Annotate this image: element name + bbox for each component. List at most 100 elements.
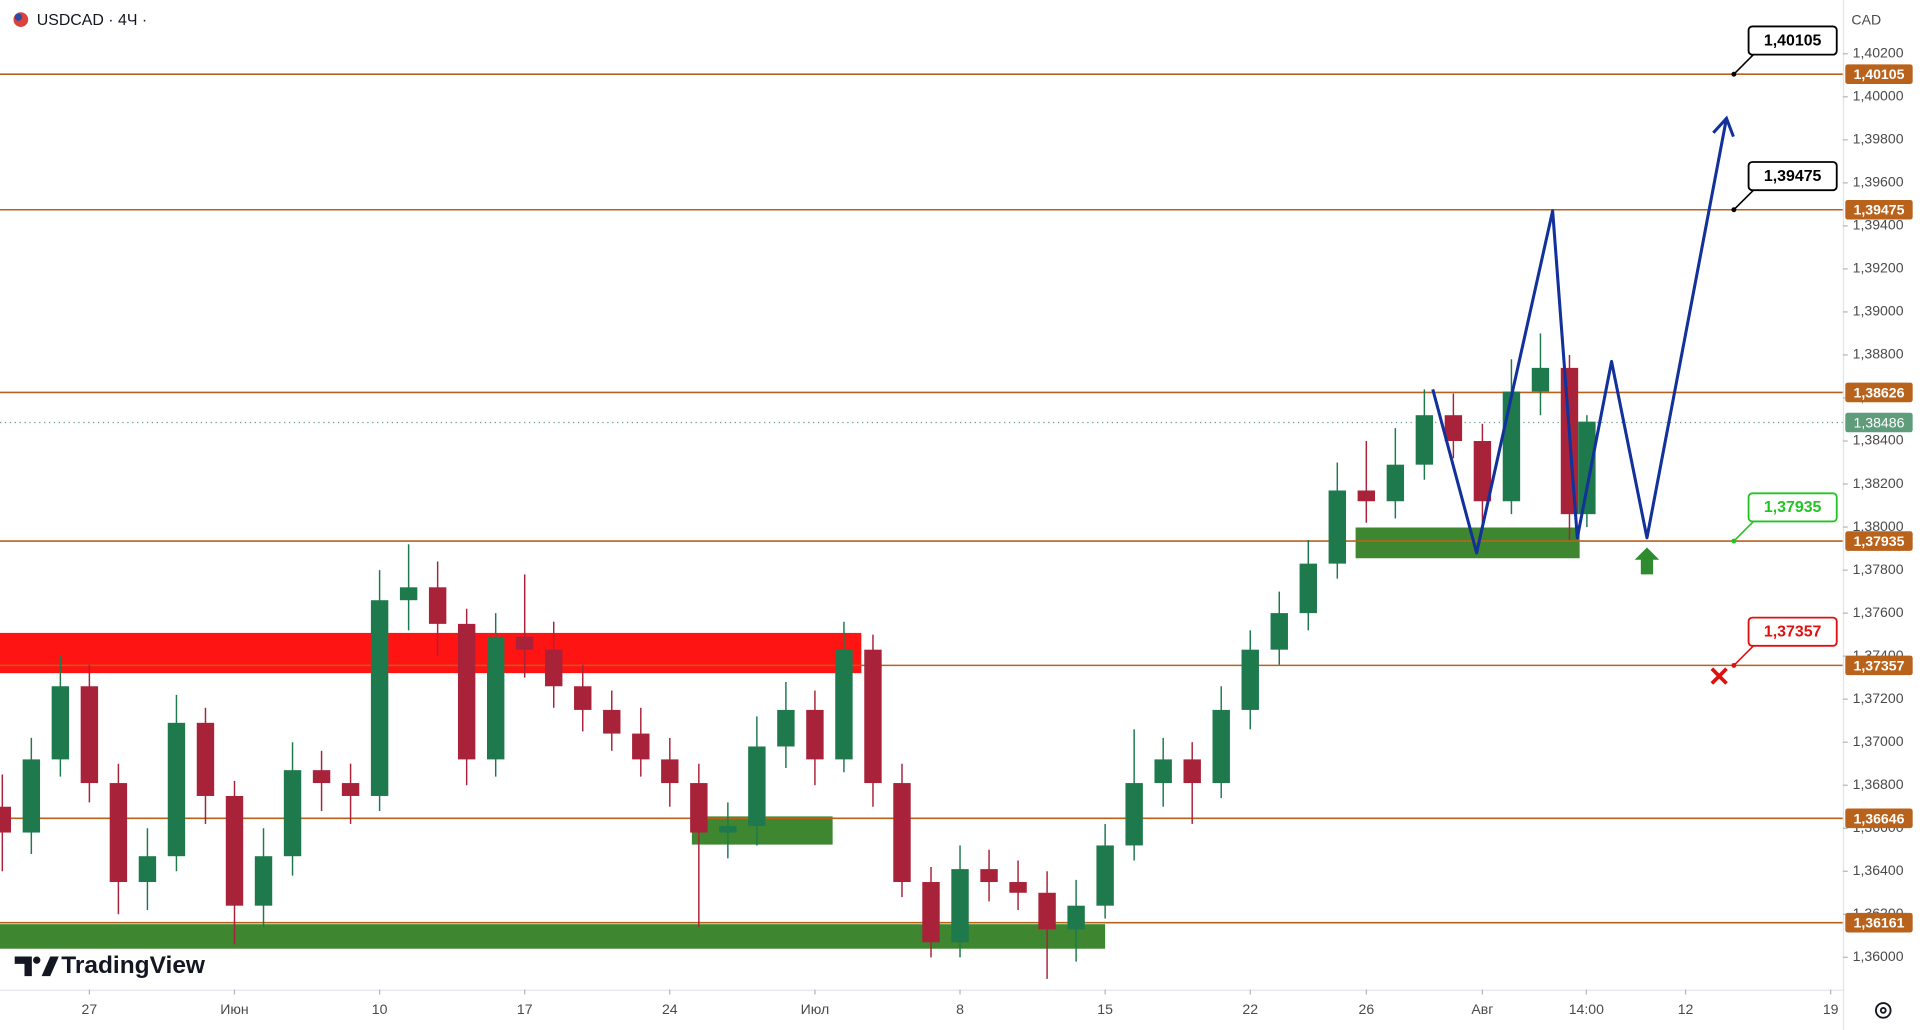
- y-tick-label: 1,37600: [1853, 604, 1904, 620]
- y-tick-label: 1,39400: [1853, 217, 1904, 233]
- x-tick-label: 14:00: [1569, 1001, 1604, 1017]
- candle-body: [777, 709, 795, 747]
- candle-body: [661, 759, 679, 784]
- x-tick-label: 17: [517, 1001, 533, 1017]
- x-tick-label: 22: [1242, 1001, 1258, 1017]
- callout-connector: [1733, 189, 1755, 211]
- candle-body: [806, 709, 824, 760]
- level-price-tag: [1845, 531, 1913, 551]
- callout-box: [1747, 492, 1838, 523]
- x-tick-label: 15: [1097, 1001, 1113, 1017]
- candle-body: [138, 856, 157, 883]
- currency-label[interactable]: CAD: [1851, 12, 1881, 28]
- candle-body: [1578, 421, 1596, 515]
- candle-body: [1096, 845, 1114, 906]
- y-tick-label: 1,36400: [1853, 862, 1904, 878]
- candle-body: [574, 686, 592, 710]
- level-price-tag: [1845, 808, 1913, 829]
- candle-body: [22, 759, 41, 833]
- level-price-label: 1,36161: [1854, 915, 1905, 931]
- callout-box: [1747, 616, 1838, 647]
- callout-box: [1747, 25, 1838, 56]
- axes: 1,360001,362001,364001,366001,368001,370…: [82, 44, 1913, 1017]
- level-price-tag: [1845, 912, 1913, 933]
- symbol-title[interactable]: USDCAD · 4Ч ·: [37, 12, 147, 29]
- candle-body: [1444, 415, 1463, 442]
- candle-body: [1067, 905, 1085, 930]
- callout-connector: [1733, 645, 1755, 666]
- watermark-text: TradingView: [61, 952, 206, 979]
- candle-body: [1531, 367, 1550, 392]
- candle-body: [1502, 391, 1521, 502]
- candle-body: [0, 806, 12, 833]
- callout-label: 1,37357: [1764, 624, 1822, 641]
- candle-body: [1357, 490, 1376, 502]
- y-tick-label: 1,39200: [1853, 260, 1904, 276]
- candle-body: [1241, 649, 1259, 710]
- candle-body: [254, 856, 273, 906]
- y-tick-label: 1,39000: [1853, 303, 1904, 319]
- y-tick-label: 1,38000: [1853, 518, 1904, 534]
- candle-body: [951, 869, 969, 943]
- candle-body: [370, 600, 389, 796]
- candle-body: [545, 649, 563, 687]
- level-price-label: 1,37357: [1854, 657, 1905, 673]
- candle-body: [1386, 464, 1405, 502]
- x-tick-label: 10: [372, 1001, 388, 1017]
- buy-arrow: [1634, 547, 1660, 575]
- x-tick-label: 26: [1358, 1001, 1374, 1017]
- candle-body: [632, 733, 650, 760]
- candle-body: [196, 722, 215, 796]
- candle-body: [690, 783, 708, 833]
- y-tick-label: 1,40000: [1853, 88, 1904, 104]
- x-tick-label: Авг: [1471, 1001, 1493, 1017]
- x-tick-label: 12: [1678, 1001, 1694, 1017]
- x-tick-label: 24: [662, 1001, 678, 1017]
- x-tick-label: Июл: [801, 1001, 830, 1017]
- candle-body: [1212, 709, 1230, 784]
- candle-body: [1473, 441, 1492, 502]
- y-tick-label: 1,38800: [1853, 346, 1904, 362]
- level-price-label: 1,37935: [1854, 533, 1905, 549]
- y-tick-label: 1,39800: [1853, 131, 1904, 147]
- callout-label: 1,39475: [1764, 168, 1822, 185]
- candle-body: [51, 686, 70, 760]
- y-tick-label: 1,37800: [1853, 561, 1904, 577]
- level-price-label: 1,36646: [1854, 810, 1905, 826]
- callout-anchor: [1731, 662, 1737, 668]
- callout-label: 1,37935: [1764, 499, 1822, 516]
- level-price-label: 1,39475: [1854, 202, 1905, 218]
- watermark-logo: [14, 956, 59, 977]
- forecast-arrowhead: [1712, 115, 1735, 138]
- candle-body: [341, 783, 360, 796]
- candle-body: [893, 783, 911, 883]
- stop-cross: [1710, 667, 1728, 685]
- zone: [1355, 527, 1580, 559]
- level-price-tag: [1845, 655, 1913, 676]
- level-price-tag: [1845, 199, 1913, 220]
- level-price-tag: [1845, 64, 1913, 85]
- flag-icon-part: [14, 13, 23, 21]
- candle-body: [399, 587, 418, 601]
- callout-anchor: [1731, 538, 1737, 544]
- y-tick-label: 1,37000: [1853, 733, 1904, 749]
- candle-body: [748, 746, 766, 827]
- candle-body: [457, 623, 476, 760]
- candle-body: [167, 722, 186, 857]
- candle-body: [719, 826, 737, 833]
- candle-body: [1270, 613, 1288, 650]
- overlay: 1,40105 1,39475 1,37935 1,37357: [1431, 25, 1838, 668]
- candle-body: [980, 869, 998, 883]
- candle-body: [1038, 892, 1056, 930]
- callout-label: 1,40105: [1764, 32, 1822, 49]
- x-tick-label: 19: [1823, 1001, 1839, 1017]
- y-tick-label: 1,36800: [1853, 776, 1904, 792]
- candle-body: [486, 636, 505, 760]
- y-tick-label: 1,40200: [1853, 44, 1904, 60]
- candle-body: [1125, 783, 1143, 846]
- y-tick-label: 1,39600: [1853, 174, 1904, 190]
- settings-icon[interactable]: [1875, 1002, 1892, 1019]
